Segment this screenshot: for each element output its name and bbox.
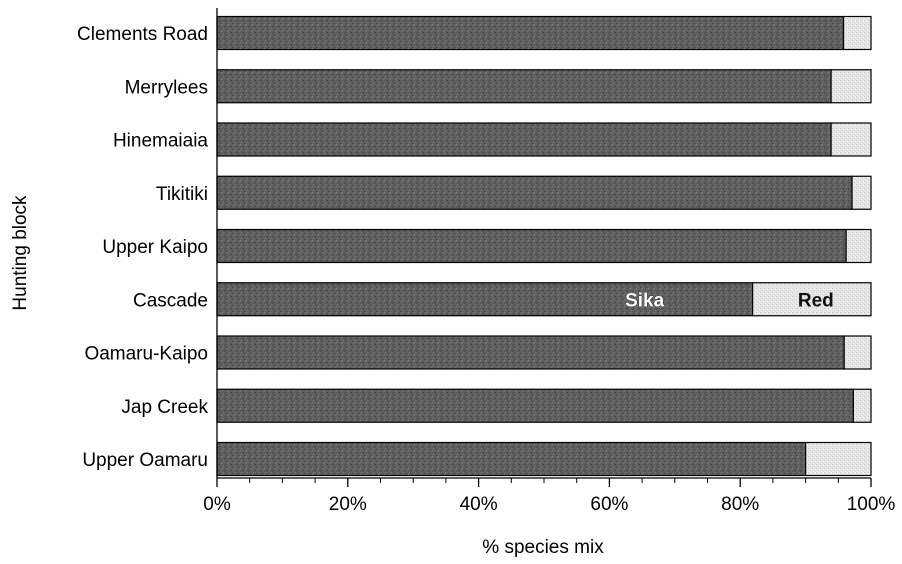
bar-sika-merrylees [216, 69, 832, 104]
y-tick-label-clements-road: Clements Road [77, 24, 208, 45]
bar-group-tikitiki [216, 175, 872, 210]
bar-group-oamaru-kaipo [216, 335, 872, 370]
bar-sika-jap-creek [216, 388, 854, 423]
y-tick-label-upper-kaipo: Upper Kaipo [102, 237, 208, 258]
x-tick-label: 0% [203, 494, 231, 515]
bar-red-tikitiki [851, 175, 872, 210]
bar-red-upper-oamaru [804, 441, 872, 477]
bar-red-upper-kaipo [845, 228, 872, 264]
x-axis-title: % species mix [482, 537, 604, 558]
bar-sika-tikitiki [216, 175, 853, 210]
bar-red-jap-creek [852, 388, 872, 423]
y-axis-labels: Clements Road Merrylees Hinemaiaia Tikitiki… [77, 24, 208, 471]
bar-sika-upper-kaipo [216, 228, 847, 264]
x-tick-label: 60% [590, 494, 628, 515]
x-axis: 0% 20% 40% 60% 80% 100% [203, 8, 895, 515]
x-tick-label: 80% [721, 494, 759, 515]
x-tick-label: 100% [847, 494, 896, 515]
bar-group-cascade [216, 282, 872, 317]
bar-red-hinemaiaia [830, 122, 872, 157]
bar-group-hinemaiaia [216, 122, 872, 157]
bars-layer: Sika Red [216, 15, 872, 477]
x-tick-label: 40% [460, 494, 498, 515]
series-label-sika: Sika [625, 290, 665, 311]
bar-sika-oamaru-kaipo [216, 335, 845, 370]
bar-red-merrylees [830, 69, 872, 104]
y-tick-label-cascade: Cascade [133, 290, 208, 311]
y-tick-label-hinemaiaia: Hinemaiaia [113, 131, 208, 152]
y-tick-label-merrylees: Merrylees [125, 77, 208, 98]
bar-group-jap-creek [216, 388, 872, 423]
y-tick-label-oamaru-kaipo: Oamaru-Kaipo [84, 344, 208, 365]
y-tick-label-jap-creek: Jap Creek [121, 397, 208, 418]
bar-group-merrylees [216, 69, 872, 104]
y-tick-label-tikitiki: Tikitiki [156, 184, 208, 205]
bar-sika-hinemaiaia [216, 122, 832, 157]
series-label-red: Red [798, 290, 834, 311]
y-tick-label-upper-oamaru: Upper Oamaru [82, 450, 208, 471]
bar-group-clements-road [216, 15, 872, 51]
bar-sika-upper-oamaru [216, 441, 807, 477]
x-tick-label: 20% [329, 494, 367, 515]
y-axis-title: Hunting block [10, 195, 31, 311]
bar-red-cascade [752, 282, 872, 317]
bar-sika-cascade [216, 282, 754, 317]
bar-group-upper-kaipo [216, 228, 872, 264]
bar-red-clements-road [842, 15, 872, 51]
bar-red-oamaru-kaipo [843, 335, 872, 370]
bar-group-upper-oamaru [216, 441, 872, 477]
bar-sika-clements-road [216, 15, 845, 51]
